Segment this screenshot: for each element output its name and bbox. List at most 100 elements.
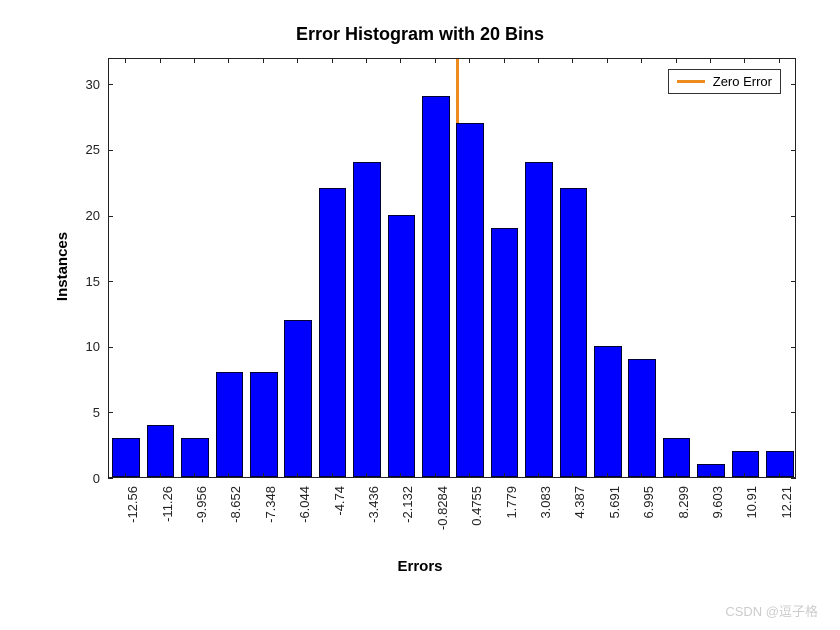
legend: Zero Error — [668, 69, 781, 94]
x-tick-mark — [228, 58, 229, 63]
x-tick-mark — [607, 473, 608, 478]
histogram-bar — [319, 188, 347, 477]
x-tick-mark — [332, 58, 333, 63]
x-tick-mark — [572, 473, 573, 478]
x-tick-mark — [366, 473, 367, 478]
x-tick-mark — [538, 58, 539, 63]
watermark-left: CSDN — [725, 604, 762, 619]
histogram-bar — [628, 359, 656, 477]
x-tick-mark — [710, 58, 711, 63]
x-tick-mark — [400, 58, 401, 63]
histogram-bar — [491, 228, 519, 477]
y-tick-label: 15 — [70, 274, 100, 289]
x-tick-mark — [194, 58, 195, 63]
histogram-bar — [525, 162, 553, 477]
plot-area: Zero Error — [108, 58, 796, 478]
y-tick-label: 20 — [70, 208, 100, 223]
x-tick-mark — [332, 473, 333, 478]
x-tick-mark — [263, 473, 264, 478]
x-tick-mark — [710, 473, 711, 478]
y-tick-mark — [108, 84, 113, 85]
x-tick-mark — [744, 473, 745, 478]
x-tick-label: 8.299 — [676, 486, 691, 536]
x-tick-label: -12.56 — [125, 486, 140, 536]
y-tick-label: 0 — [70, 471, 100, 486]
y-tick-mark — [108, 478, 113, 479]
chart-container: Error Histogram with 20 Bins Zero Error … — [0, 0, 840, 630]
x-tick-label: 12.21 — [779, 486, 794, 536]
x-tick-label: -2.132 — [400, 486, 415, 536]
y-tick-label: 10 — [70, 339, 100, 354]
x-tick-mark — [676, 58, 677, 63]
histogram-bar — [112, 438, 140, 477]
x-tick-label: 4.387 — [572, 486, 587, 536]
y-tick-mark — [791, 478, 796, 479]
x-tick-mark — [228, 473, 229, 478]
y-tick-mark — [791, 281, 796, 282]
x-tick-mark — [194, 473, 195, 478]
x-tick-label: -0.8284 — [435, 486, 450, 536]
x-tick-mark — [779, 473, 780, 478]
y-tick-mark — [791, 216, 796, 217]
x-tick-label: -4.74 — [332, 486, 347, 536]
x-axis-label: Errors — [0, 558, 840, 575]
x-tick-label: -8.652 — [228, 486, 243, 536]
legend-swatch — [677, 80, 705, 83]
x-tick-mark — [366, 58, 367, 63]
y-tick-label: 5 — [70, 405, 100, 420]
x-tick-mark — [676, 473, 677, 478]
x-tick-label: 5.691 — [607, 486, 622, 536]
histogram-bar — [181, 438, 209, 477]
x-tick-label: 3.083 — [538, 486, 553, 536]
histogram-bar — [560, 188, 588, 477]
x-tick-mark — [607, 58, 608, 63]
x-tick-mark — [469, 473, 470, 478]
legend-label: Zero Error — [713, 74, 772, 89]
y-tick-mark — [108, 216, 113, 217]
x-tick-mark — [400, 473, 401, 478]
y-tick-label: 30 — [70, 77, 100, 92]
x-tick-label: 9.603 — [710, 486, 725, 536]
x-tick-mark — [504, 473, 505, 478]
x-tick-label: -9.956 — [194, 486, 209, 536]
x-tick-label: 10.91 — [744, 486, 759, 536]
x-tick-mark — [641, 473, 642, 478]
x-tick-mark — [297, 58, 298, 63]
x-tick-mark — [538, 473, 539, 478]
histogram-bar — [594, 346, 622, 477]
histogram-bar — [422, 96, 450, 477]
histogram-bar — [663, 438, 691, 477]
histogram-bar — [216, 372, 244, 477]
x-tick-mark — [125, 58, 126, 63]
x-tick-mark — [572, 58, 573, 63]
x-tick-mark — [779, 58, 780, 63]
x-tick-label: 1.779 — [504, 486, 519, 536]
y-tick-mark — [791, 150, 796, 151]
histogram-bar — [456, 123, 484, 477]
x-tick-mark — [641, 58, 642, 63]
histogram-bar — [353, 162, 381, 477]
y-tick-mark — [108, 347, 113, 348]
x-tick-mark — [469, 58, 470, 63]
x-tick-label: -6.044 — [297, 486, 312, 536]
histogram-bar — [250, 372, 278, 477]
y-tick-label: 25 — [70, 142, 100, 157]
histogram-bar — [147, 425, 175, 478]
x-tick-label: -3.436 — [366, 486, 381, 536]
x-tick-mark — [160, 58, 161, 63]
x-tick-mark — [435, 473, 436, 478]
watermark-right: @逗子格 — [766, 604, 818, 619]
histogram-bar — [284, 320, 312, 478]
x-tick-label: -7.348 — [263, 486, 278, 536]
y-tick-mark — [791, 84, 796, 85]
x-tick-label: 6.995 — [641, 486, 656, 536]
y-tick-mark — [108, 412, 113, 413]
histogram-bar — [388, 215, 416, 478]
x-tick-mark — [297, 473, 298, 478]
watermark: CSDN @逗子格 — [725, 601, 818, 620]
x-tick-label: -11.26 — [160, 486, 175, 536]
x-tick-mark — [504, 58, 505, 63]
x-tick-mark — [435, 58, 436, 63]
y-tick-mark — [108, 281, 113, 282]
y-tick-mark — [791, 412, 796, 413]
